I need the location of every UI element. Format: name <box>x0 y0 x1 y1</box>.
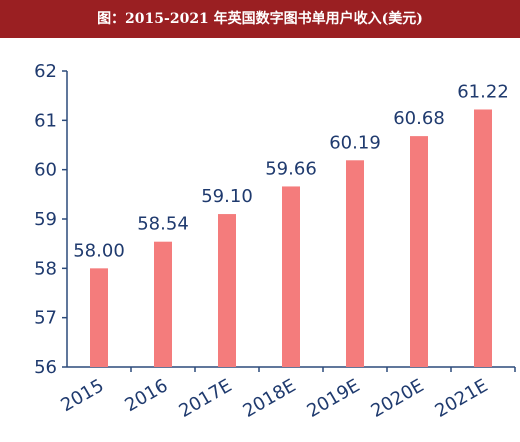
x-tick-label-2015: 2015 <box>57 375 107 416</box>
value-label-2021E: 61.22 <box>457 81 509 102</box>
bar-2017E <box>218 214 236 367</box>
axes: 56 57 58 59 60 61 62 <box>34 61 516 378</box>
y-tick-label: 60 <box>34 160 57 181</box>
chart-title: 图：2015-2021 年英国数字图书单用户收入(美元) <box>0 0 520 38</box>
y-tick-label: 62 <box>34 61 57 82</box>
x-tick-label-2020E: 2020E <box>367 375 427 422</box>
value-label-2020E: 60.68 <box>393 108 445 129</box>
y-tick-label: 61 <box>34 110 57 131</box>
x-tick-label-2019E: 2019E <box>303 375 363 422</box>
bar-2019E <box>346 160 364 367</box>
x-tick-label-2021E: 2021E <box>431 375 491 422</box>
x-tick-label-2017E: 2017E <box>175 375 235 422</box>
y-tick-label: 56 <box>34 357 57 378</box>
value-label-2015: 58.00 <box>73 240 125 261</box>
bars <box>90 109 492 367</box>
bar-chart: 56 57 58 59 60 61 62 58.00 2015 58.54 2016 59.10 20… <box>34 61 516 422</box>
bar-2016 <box>154 241 172 367</box>
bar-2020E <box>410 136 428 367</box>
bar-2015 <box>90 268 108 367</box>
x-tick-label-2018E: 2018E <box>239 375 299 422</box>
bar-2021E <box>474 109 492 367</box>
value-label-2018E: 59.66 <box>265 158 317 179</box>
value-label-2019E: 60.19 <box>329 132 381 153</box>
x-tick-label-2016: 2016 <box>121 375 171 416</box>
y-tick-label: 59 <box>34 209 57 230</box>
bar-2018E <box>282 186 300 367</box>
value-label-2016: 58.54 <box>137 214 189 235</box>
y-tick-label: 57 <box>34 308 57 329</box>
y-tick-label: 58 <box>34 258 57 279</box>
value-label-2017E: 59.10 <box>201 186 253 207</box>
